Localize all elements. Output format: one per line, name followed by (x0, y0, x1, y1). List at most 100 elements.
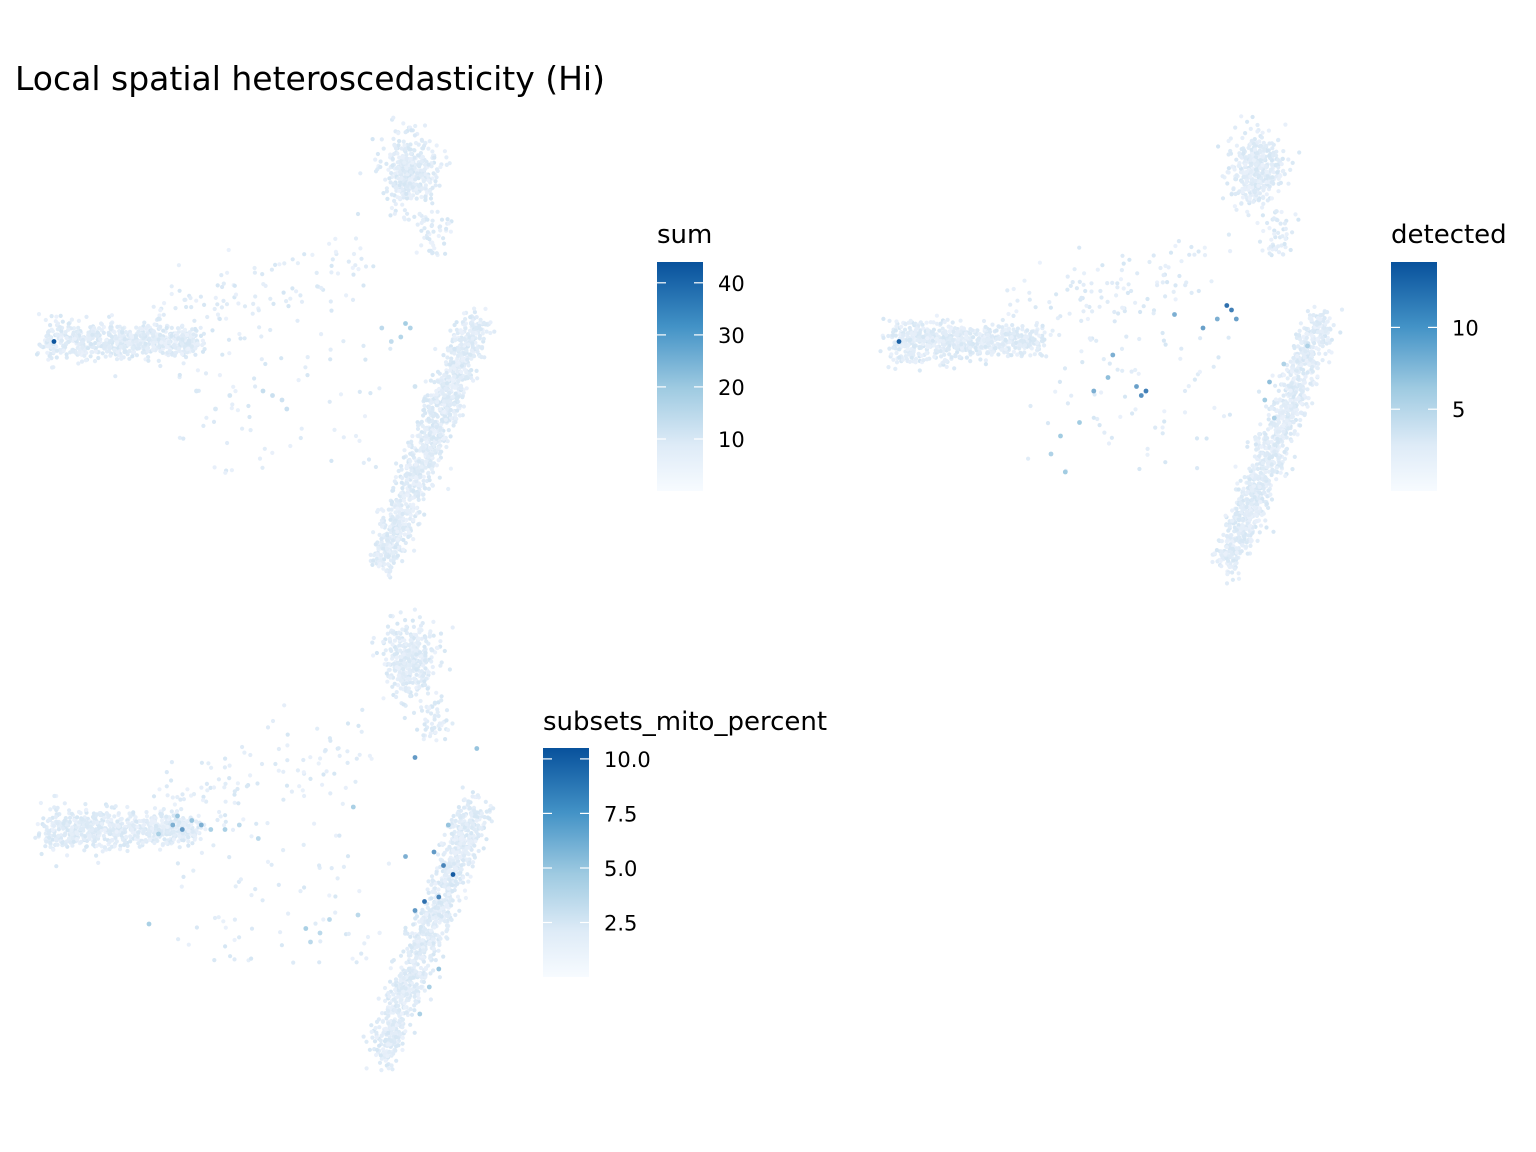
cell-point (393, 545, 398, 550)
cell-point (1264, 404, 1269, 409)
cell-point (388, 568, 393, 573)
cell-point (404, 502, 409, 507)
cell-point (433, 346, 438, 352)
cell-point (1263, 435, 1268, 440)
cell-point (409, 128, 414, 133)
cell-point (1257, 530, 1262, 535)
cell-point (921, 326, 926, 331)
cell-point (1223, 551, 1228, 556)
cell-point (1289, 438, 1294, 444)
cell-point (1267, 251, 1272, 256)
cell-point (385, 538, 390, 543)
cell-point (273, 262, 278, 267)
cell-point (310, 252, 315, 257)
cell-point (200, 342, 205, 348)
cell-point (1280, 416, 1285, 421)
cell-point (472, 354, 477, 359)
cell-point (416, 142, 421, 147)
cell-point (1281, 429, 1286, 434)
cell-point (1258, 499, 1263, 505)
cell-point (403, 147, 408, 152)
cell-point (402, 448, 407, 453)
cell-point (1234, 157, 1239, 162)
cell-point (438, 228, 443, 233)
cell-point (452, 351, 457, 356)
cell-point (395, 514, 400, 520)
cell-point (1042, 337, 1047, 342)
legend-tick-label: 10 (718, 428, 745, 452)
cell-point (1145, 452, 1150, 457)
cell-point (85, 346, 91, 351)
cell-point (1269, 406, 1274, 411)
cell-point (1264, 525, 1269, 530)
cell-point (953, 345, 958, 350)
cell-point (886, 365, 891, 370)
cell-point (50, 329, 55, 334)
cell-point (471, 378, 476, 383)
cell-point (95, 330, 100, 335)
cell-point (1257, 173, 1262, 178)
cell-point (1236, 487, 1241, 492)
cell-point (462, 351, 467, 356)
cell-point (1178, 356, 1183, 361)
cell-point (1033, 305, 1038, 310)
cell-point (472, 310, 477, 315)
cell-point (1239, 114, 1244, 119)
cell-point (1319, 340, 1324, 345)
cell-point (1257, 144, 1262, 149)
legend-detected: detected 105 (1391, 220, 1507, 491)
cell-point (1292, 404, 1297, 409)
cell-point (424, 459, 429, 464)
cell-point (279, 356, 284, 361)
cell-point (1105, 281, 1110, 286)
highlight-point (388, 339, 394, 344)
cell-point (357, 438, 362, 443)
cell-point (1327, 326, 1332, 331)
cell-point (1314, 382, 1319, 387)
cell-point (964, 355, 970, 360)
cell-point (1256, 183, 1261, 188)
cell-point (464, 348, 469, 353)
cell-point (996, 324, 1001, 329)
cell-point (1269, 196, 1274, 201)
cell-point (1028, 353, 1033, 358)
cell-point (1133, 300, 1138, 305)
cell-point (1315, 374, 1320, 379)
cell-point (878, 349, 883, 354)
cell-point (1011, 286, 1016, 292)
cell-point (295, 261, 300, 266)
cell-point (296, 378, 301, 383)
cell-point (391, 115, 396, 120)
cell-point (253, 384, 258, 389)
cell-point (451, 360, 456, 365)
cell-point (1286, 181, 1291, 186)
cell-point (341, 435, 346, 440)
cell-point (212, 465, 217, 470)
cell-point (462, 336, 467, 342)
cell-point (434, 175, 439, 180)
cell-point (1240, 195, 1246, 200)
cell-point (48, 342, 53, 347)
cell-point (1026, 456, 1031, 461)
cell-point (1005, 288, 1010, 293)
cell-point (1253, 163, 1258, 168)
cell-point (433, 183, 438, 188)
highlight-point (270, 393, 275, 398)
cell-point (1163, 263, 1168, 268)
cell-point (1027, 290, 1032, 295)
cell-point (1015, 332, 1020, 337)
cell-point (172, 342, 177, 348)
cell-point (941, 342, 946, 347)
highlight-point (227, 393, 233, 398)
cell-point (1223, 513, 1228, 518)
cell-point (60, 319, 65, 324)
cell-point (397, 169, 402, 174)
cell-point (240, 426, 245, 431)
cell-point (894, 360, 900, 365)
cell-point (89, 342, 94, 347)
cell-point (1252, 454, 1257, 459)
cell-point (88, 325, 93, 330)
cell-point (1288, 247, 1293, 253)
cell-point (405, 184, 410, 189)
cell-point (1239, 201, 1244, 206)
